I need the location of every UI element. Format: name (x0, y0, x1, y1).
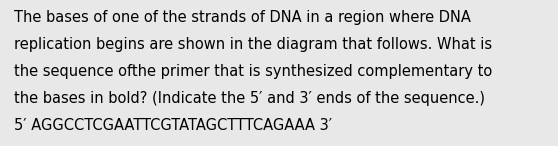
Text: The bases of one of the strands of DNA in a region where DNA: The bases of one of the strands of DNA i… (14, 10, 471, 25)
Text: the sequence ofthe primer that is synthesized complementary to: the sequence ofthe primer that is synthe… (14, 64, 492, 79)
Text: replication begins are shown in the diagram that follows. What is: replication begins are shown in the diag… (14, 37, 492, 52)
Text: the bases in bold? (Indicate the 5′ and 3′ ends of the sequence.): the bases in bold? (Indicate the 5′ and … (14, 91, 485, 106)
Text: 5′ AGGCCTCGAATTCGTATAGCTTTCAGAAA 3′: 5′ AGGCCTCGAATTCGTATAGCTTTCAGAAA 3′ (14, 118, 332, 133)
